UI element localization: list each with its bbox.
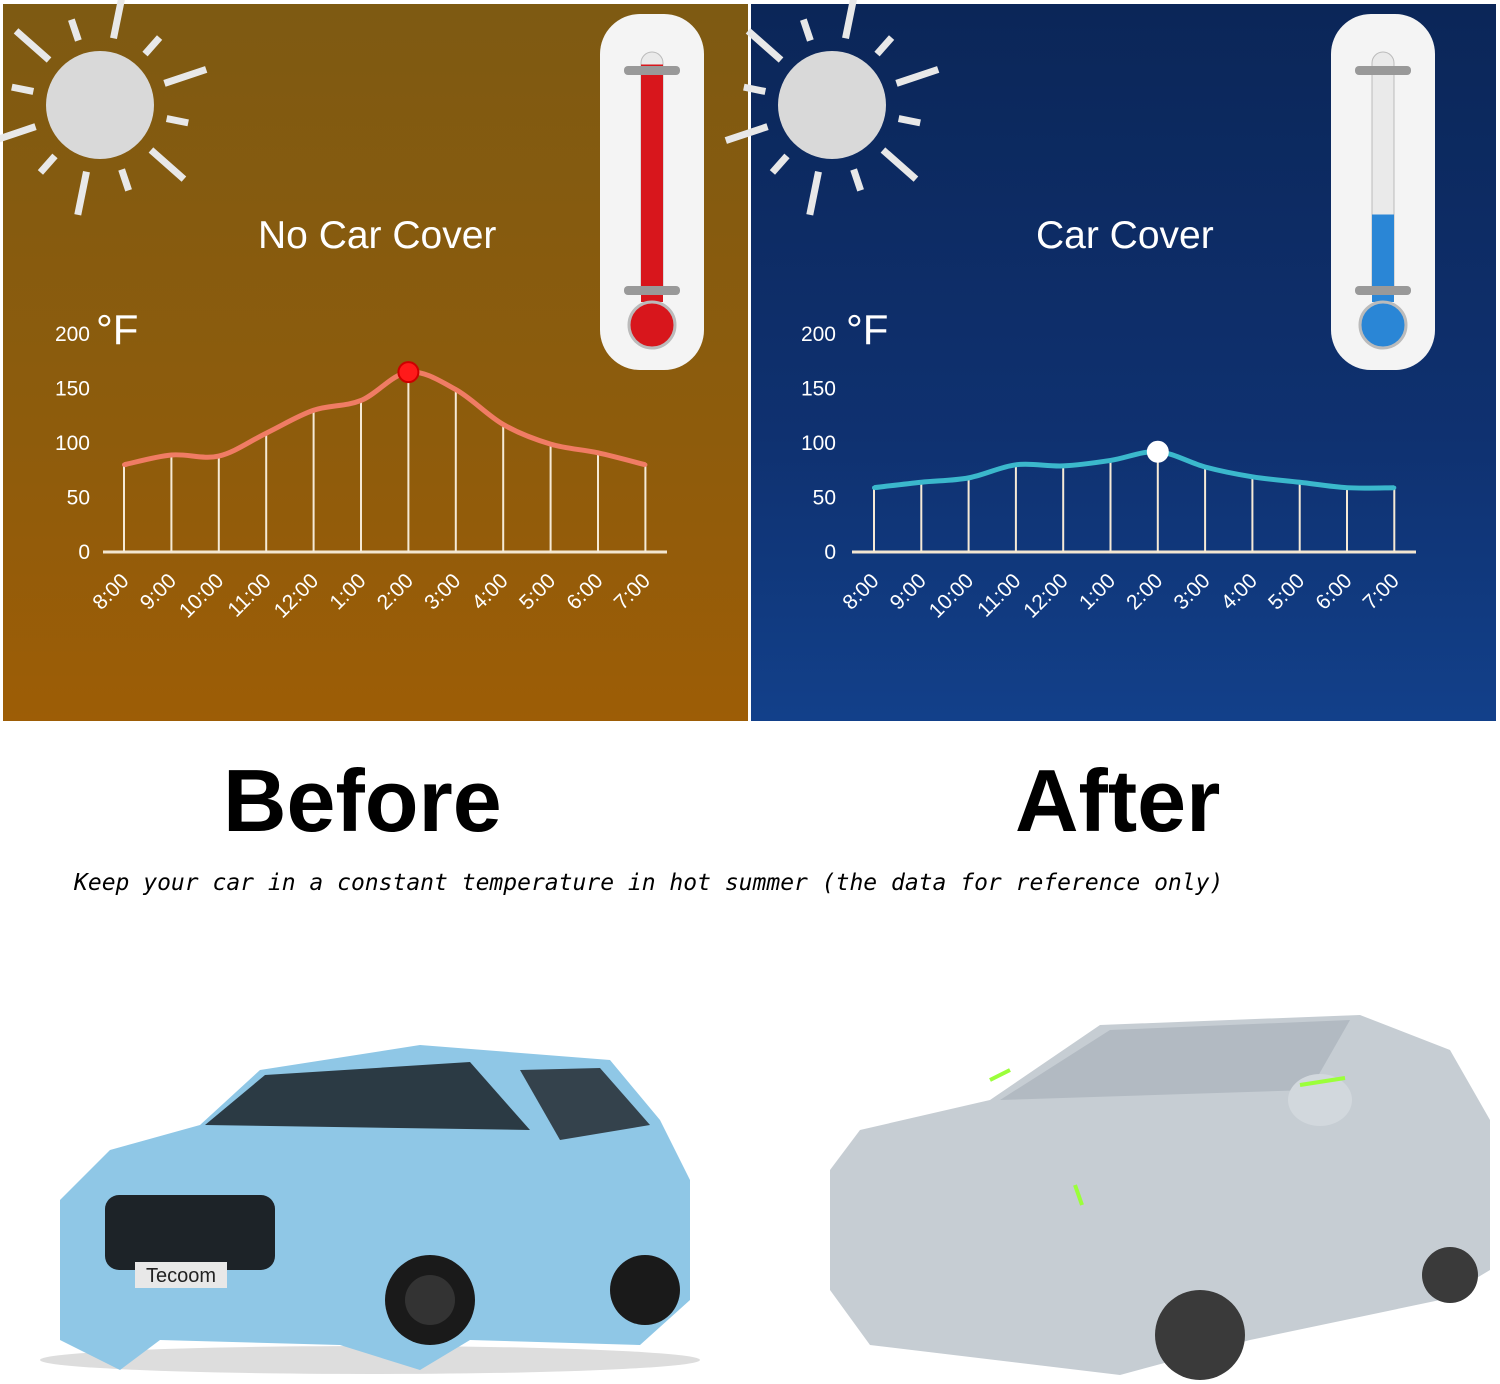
- chart-title: No Car Cover: [258, 214, 497, 257]
- sun-ray: [800, 18, 814, 42]
- before-heading: Before: [223, 751, 502, 850]
- data-point: [169, 452, 174, 457]
- y-tick-label: 0: [78, 541, 90, 564]
- caption: Keep your car in a constant temperature …: [74, 870, 1224, 896]
- thermometer-clamp: [1355, 66, 1411, 75]
- data-point: [872, 485, 876, 490]
- thermometer-clamp: [1355, 286, 1411, 295]
- data-point: [311, 408, 316, 413]
- sun-ray: [74, 170, 90, 216]
- data-point: [1297, 480, 1302, 485]
- logo-text: Tecoom: [146, 1265, 216, 1287]
- thermometer-bulb: [627, 300, 677, 350]
- sun-ray: [806, 170, 822, 216]
- data-point: [359, 398, 363, 403]
- sun-ray: [769, 153, 790, 175]
- sun-ray: [850, 168, 864, 192]
- sun-ray: [880, 147, 919, 182]
- sun-ray: [745, 28, 784, 63]
- thermometer-clamp: [624, 286, 680, 295]
- y-tick-label: 0: [824, 541, 836, 564]
- data-point: [1061, 463, 1066, 468]
- data-point: [264, 431, 269, 436]
- data-point: [501, 422, 506, 427]
- y-axis-unit: °F: [846, 306, 888, 353]
- data-point: [1013, 462, 1018, 467]
- sun-ray: [118, 168, 132, 192]
- sun-ray: [895, 66, 940, 87]
- chart-title: Car Cover: [1036, 214, 1214, 257]
- data-point: [919, 480, 924, 485]
- peak-marker: [1146, 440, 1169, 463]
- y-axis-unit: °F: [96, 306, 138, 353]
- data-point: [453, 387, 458, 392]
- data-point: [216, 454, 221, 459]
- covered-suv-image: [830, 1015, 1490, 1380]
- y-tick-label: 100: [801, 432, 836, 455]
- series-line: [123, 369, 647, 468]
- data-point: [1392, 485, 1397, 490]
- y-tick-label: 150: [801, 378, 836, 401]
- data-point: [122, 462, 126, 467]
- sun-ray: [163, 66, 208, 87]
- thermometer-mercury: [1372, 214, 1394, 302]
- y-tick-label: 50: [67, 487, 90, 510]
- sun-icon: [724, 0, 940, 216]
- sun-ray: [110, 0, 125, 40]
- data-point: [643, 462, 648, 467]
- sun-ray: [0, 123, 37, 143]
- sun-ray: [142, 35, 163, 57]
- sun-ray: [842, 0, 857, 40]
- thermometer-mercury: [641, 64, 663, 302]
- y-tick-label: 100: [55, 432, 90, 455]
- data-point: [548, 442, 553, 447]
- y-tick-label: 150: [55, 378, 90, 401]
- data-point: [966, 475, 971, 480]
- sun-ray: [68, 18, 82, 42]
- series-line: [873, 449, 1395, 491]
- sun-ray: [148, 147, 187, 182]
- sun-ray: [897, 115, 921, 127]
- sun-ray: [743, 83, 767, 95]
- y-tick-label: 50: [813, 487, 836, 510]
- peak-marker: [397, 361, 420, 384]
- thermometer-bulb: [1358, 300, 1408, 350]
- data-point: [596, 450, 600, 455]
- thermometer-clamp: [624, 66, 680, 75]
- sun-disc: [46, 51, 154, 159]
- sun-ray: [874, 35, 895, 57]
- y-tick-label: 200: [55, 323, 90, 346]
- sun-disc: [778, 51, 886, 159]
- data-point: [1345, 485, 1349, 490]
- sun-icon: [0, 0, 208, 216]
- y-tick-label: 200: [801, 323, 836, 346]
- sun-ray: [37, 153, 58, 175]
- thermometer-icon: [600, 14, 704, 370]
- thermometer-icon: [1331, 14, 1435, 370]
- blue-suv-image: Tecoom: [40, 1045, 700, 1374]
- data-point: [1203, 464, 1208, 469]
- data-point: [1108, 458, 1113, 463]
- sun-ray: [13, 28, 52, 63]
- sun-ray: [11, 83, 35, 95]
- sun-ray: [165, 115, 189, 127]
- after-heading: After: [1015, 751, 1221, 850]
- sun-ray: [724, 123, 769, 144]
- data-point: [1250, 474, 1255, 479]
